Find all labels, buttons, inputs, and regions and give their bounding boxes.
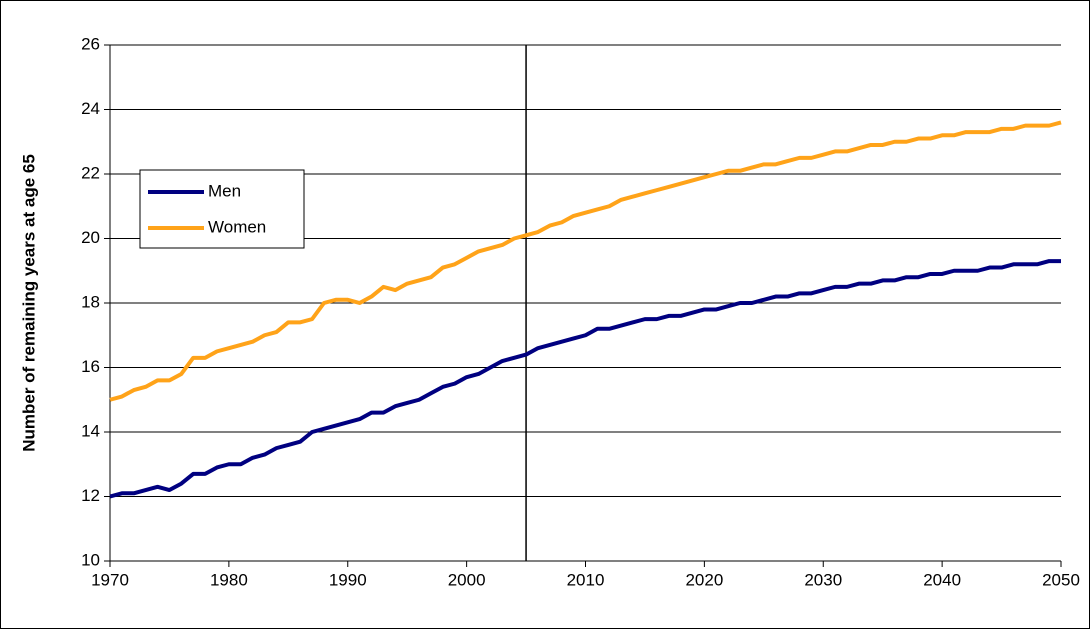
x-tick-label: 1970 — [91, 570, 129, 589]
x-tick-label: 2040 — [923, 570, 961, 589]
y-axis-label: Number of remaining years at age 65 — [19, 154, 38, 452]
x-tick-label: 2030 — [804, 570, 842, 589]
legend-label: Women — [208, 217, 266, 236]
y-tick-label: 22 — [81, 163, 100, 182]
y-tick-label: 10 — [81, 550, 100, 569]
y-tick-label: 26 — [81, 34, 100, 53]
x-tick-label: 2050 — [1042, 570, 1080, 589]
x-tick-label: 2010 — [567, 570, 605, 589]
x-tick-label: 1980 — [210, 570, 248, 589]
y-tick-label: 18 — [81, 292, 100, 311]
x-tick-label: 1990 — [329, 570, 367, 589]
legend-label: Men — [208, 181, 241, 200]
legend-box — [139, 169, 305, 249]
x-tick-label: 2000 — [448, 570, 486, 589]
x-tick-label: 2020 — [685, 570, 723, 589]
y-tick-label: 12 — [81, 486, 100, 505]
series-line — [109, 120, 1062, 402]
y-tick-label: 24 — [81, 99, 100, 118]
y-tick-label: 14 — [81, 421, 100, 440]
series-line — [109, 259, 1061, 499]
y-tick-label: 20 — [81, 228, 100, 247]
y-tick-label: 16 — [81, 357, 100, 376]
